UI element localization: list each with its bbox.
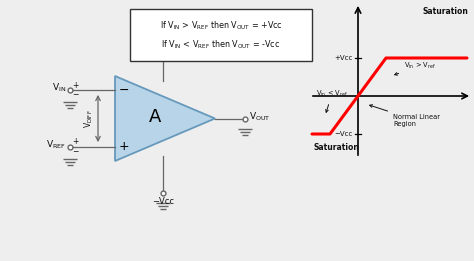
Text: V$_{\mathsf{OUT}}$: V$_{\mathsf{OUT}}$ bbox=[249, 110, 271, 123]
Text: −Vcc: −Vcc bbox=[335, 131, 353, 137]
Text: A: A bbox=[149, 108, 161, 126]
Text: If V$_{\mathsf{IN}}$ < V$_{\mathsf{REF}}$ then V$_{\mathsf{OUT}}$ = -Vcc: If V$_{\mathsf{IN}}$ < V$_{\mathsf{REF}}… bbox=[162, 38, 281, 51]
Text: −: − bbox=[119, 84, 129, 97]
Text: Saturation: Saturation bbox=[422, 7, 468, 16]
Text: Saturation: Saturation bbox=[314, 143, 360, 152]
Text: −Vcc: −Vcc bbox=[152, 197, 174, 206]
Text: If V$_{\mathsf{IN}}$ > V$_{\mathsf{REF}}$ then V$_{\mathsf{OUT}}$ = +Vcc: If V$_{\mathsf{IN}}$ > V$_{\mathsf{REF}}… bbox=[160, 19, 283, 32]
Text: +: + bbox=[118, 140, 129, 153]
Text: −: − bbox=[72, 91, 78, 99]
Text: V$_{\mathsf{in}}$ < V$_{\mathsf{ref}}$: V$_{\mathsf{in}}$ < V$_{\mathsf{ref}}$ bbox=[316, 89, 348, 112]
Text: +Vcc: +Vcc bbox=[335, 55, 353, 61]
Text: V$_{\mathsf{IN}}$: V$_{\mathsf{IN}}$ bbox=[52, 82, 66, 94]
Text: V$_{\mathsf{in}}$ > V$_{\mathsf{ref}}$: V$_{\mathsf{in}}$ > V$_{\mathsf{ref}}$ bbox=[395, 61, 436, 75]
Text: −: − bbox=[72, 147, 78, 157]
Text: Normal Linear
Region: Normal Linear Region bbox=[370, 105, 440, 127]
Polygon shape bbox=[330, 58, 386, 134]
Text: +: + bbox=[72, 80, 78, 90]
Text: +: + bbox=[72, 138, 78, 146]
Text: V$_{\mathsf{DIFF}}$: V$_{\mathsf{DIFF}}$ bbox=[82, 109, 95, 128]
Text: V$_{\mathsf{REF}}$: V$_{\mathsf{REF}}$ bbox=[46, 139, 66, 151]
Text: +Vcc: +Vcc bbox=[152, 25, 174, 34]
FancyBboxPatch shape bbox=[130, 9, 312, 61]
Polygon shape bbox=[115, 76, 215, 161]
